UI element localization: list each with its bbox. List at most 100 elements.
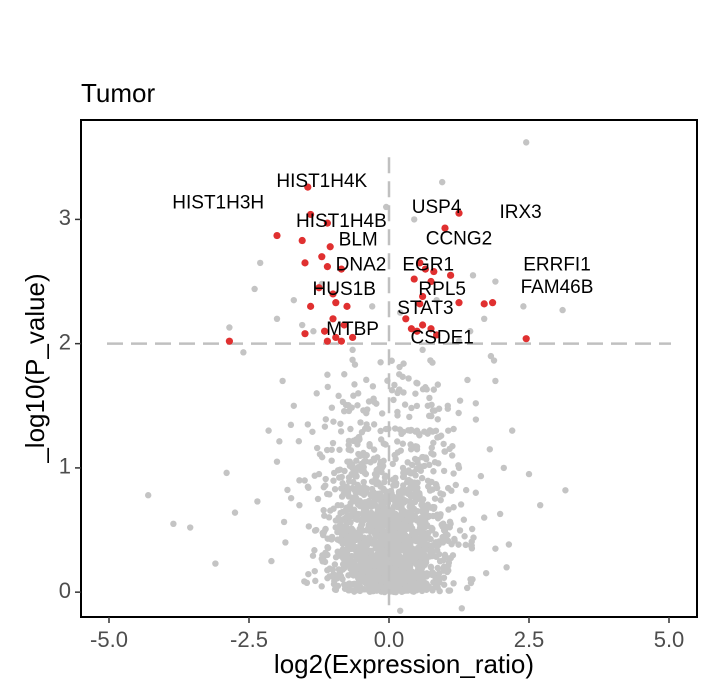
gene-label: DNA2 [336, 254, 387, 275]
background-point [500, 464, 507, 472]
background-point [335, 392, 342, 400]
gene-label: BLM [339, 230, 378, 251]
background-point [410, 553, 418, 560]
background-point [339, 398, 347, 406]
background-point [388, 387, 396, 394]
background-point [455, 409, 462, 417]
background-point [503, 564, 510, 571]
y-tick-label: 3 [59, 205, 71, 230]
background-point [419, 536, 426, 544]
background-point [309, 552, 317, 559]
background-point [370, 455, 378, 462]
background-point [429, 549, 436, 557]
background-point [349, 581, 356, 588]
background-point [440, 574, 448, 582]
background-point [352, 529, 360, 536]
background-point [382, 441, 389, 448]
gene-label: HUS1B [313, 279, 376, 300]
gene-label: CSDE1 [411, 328, 474, 349]
gene-label: USP4 [412, 197, 462, 218]
background-point [417, 553, 424, 560]
background-point [520, 303, 527, 310]
background-point [357, 419, 364, 426]
background-point [430, 386, 437, 393]
background-point [296, 501, 303, 509]
background-point [284, 486, 291, 494]
background-point [391, 451, 398, 459]
background-point [462, 541, 469, 549]
background-point [429, 512, 437, 520]
background-point [332, 582, 339, 590]
background-point [330, 477, 337, 484]
background-point [427, 564, 435, 571]
background-point [170, 520, 177, 528]
background-point [486, 446, 493, 453]
gene-label: HIST1H4B [296, 211, 387, 232]
background-point [397, 309, 404, 316]
background-point [457, 501, 465, 508]
background-point [469, 272, 477, 279]
background-point [371, 470, 379, 478]
background-point [440, 440, 447, 448]
x-axis-ticks: -5.0 -2.5 0.0 2.5 5.0 [90, 617, 684, 652]
significant-point [349, 333, 357, 342]
background-point [407, 446, 415, 453]
background-point [377, 359, 384, 366]
y-axis-ticks: 0 1 2 3 [59, 205, 81, 603]
background-point [329, 566, 337, 573]
background-point [448, 541, 455, 548]
significant-point [318, 253, 326, 261]
background-point [409, 545, 416, 552]
background-point [380, 574, 387, 581]
background-point [376, 562, 383, 569]
background-point [492, 377, 499, 385]
background-point [371, 538, 379, 545]
background-point [371, 491, 378, 498]
background-point [383, 557, 390, 565]
significant-point [416, 300, 424, 308]
background-point [383, 488, 390, 495]
background-point [365, 398, 373, 405]
background-point [365, 497, 373, 505]
gene-label: HIST1H4K [276, 171, 367, 192]
background-point [400, 482, 407, 489]
background-point [336, 446, 343, 453]
significant-point [402, 315, 410, 323]
background-point [145, 492, 152, 499]
significant-point [340, 321, 348, 329]
background-point [360, 452, 367, 459]
background-point [461, 533, 468, 540]
background-point [341, 371, 348, 378]
significant-points [225, 183, 530, 345]
background-point [537, 501, 544, 509]
background-point [345, 402, 352, 409]
significant-point [332, 299, 340, 307]
background-point [340, 525, 347, 532]
background-point [354, 481, 361, 489]
background-point [414, 479, 421, 486]
background-point [254, 498, 261, 505]
background-point [401, 401, 409, 408]
background-point [324, 574, 331, 582]
background-point [414, 489, 422, 496]
background-point [456, 527, 464, 534]
background-point [403, 486, 411, 494]
background-point [419, 546, 427, 554]
significant-point [323, 263, 331, 271]
x-tick-label: 2.5 [514, 627, 545, 652]
background-point [450, 470, 457, 477]
background-point [390, 526, 397, 533]
background-point [414, 507, 421, 515]
background-point [313, 444, 321, 452]
background-point [393, 588, 400, 595]
background-point [447, 554, 454, 562]
background-point [349, 484, 356, 492]
background-point [322, 482, 329, 489]
background-point [226, 324, 233, 331]
background-point [339, 480, 346, 487]
background-point [403, 525, 411, 533]
significant-point [410, 275, 418, 283]
significant-point [301, 330, 309, 338]
background-point [351, 381, 358, 388]
background-point [312, 577, 319, 585]
